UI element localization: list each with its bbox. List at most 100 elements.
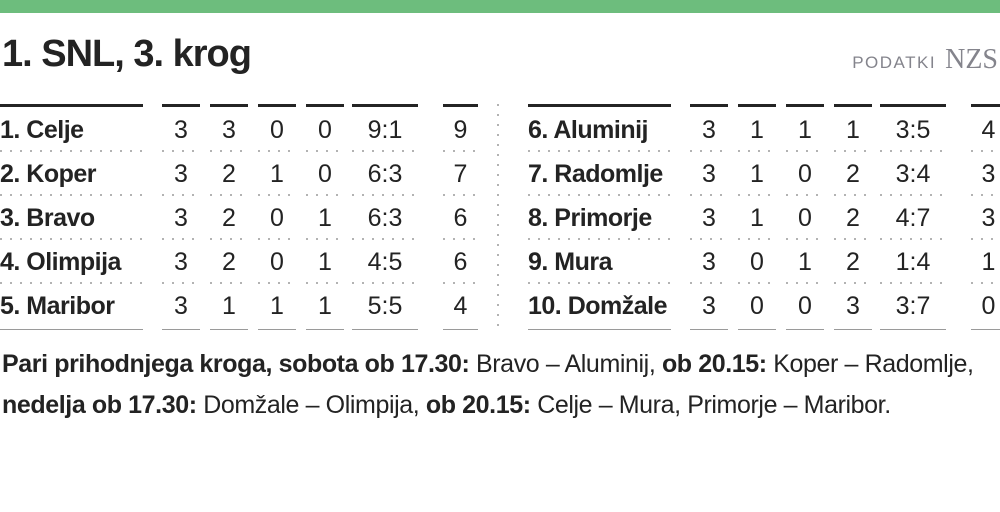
next-round-fixtures: Pari prihodnjega kroga, sobota ob 17.30:…	[2, 344, 998, 426]
column-rule	[738, 329, 776, 330]
games-played: 3	[690, 240, 728, 284]
draws: 1	[270, 291, 284, 320]
wins: 3	[210, 108, 248, 152]
goal-difference: 5:5	[367, 291, 403, 320]
table-row: 5. Maribor 3 1 1 1 5:5 4	[0, 284, 478, 328]
column-rule	[880, 329, 946, 330]
games-played: 3	[690, 108, 728, 152]
losses: 2	[834, 240, 872, 284]
goal-difference: 4:7	[880, 196, 946, 240]
table-header-rules	[528, 104, 1000, 108]
column-rule	[443, 329, 478, 330]
team-name: 10. Domžale	[528, 291, 668, 320]
fixtures-match: Koper – Radomlje,	[773, 350, 974, 378]
column-rule	[834, 104, 872, 107]
column-rule	[971, 329, 1000, 330]
table-row: 7. Radomlje 3 1 0 2 3:4 3	[528, 152, 1000, 196]
games-played: 3	[690, 152, 728, 196]
team-name: 7. Radomlje	[528, 152, 671, 196]
fixtures-time: ob 20.15:	[425, 391, 538, 419]
table-row: 1. Celje 3 3 0 0 9:1 9	[0, 108, 478, 152]
column-rule	[210, 329, 248, 330]
column-rule	[306, 329, 344, 330]
table-row: 10. Domžale 3 0 0 3 3:7 0	[528, 284, 1000, 328]
goal-difference: 6:3	[352, 152, 418, 196]
points: 0	[981, 291, 996, 320]
losses: 1	[306, 196, 344, 240]
losses: 1	[306, 240, 344, 284]
fixtures-match: Bravo – Aluminij,	[475, 350, 662, 378]
games-played: 3	[162, 196, 200, 240]
wins: 2	[210, 152, 248, 196]
table-row: 3. Bravo 3 2 0 1 6:3 6	[0, 196, 478, 240]
table-footer-rules	[528, 328, 1000, 330]
column-rule	[258, 104, 296, 107]
column-rule	[443, 104, 478, 107]
draws: 0	[798, 291, 812, 320]
losses: 1	[834, 108, 872, 152]
table-row: 6. Aluminij 3 1 1 1 3:5 4	[528, 108, 1000, 152]
draws: 1	[786, 240, 824, 284]
draws: 0	[786, 152, 824, 196]
column-rule	[306, 104, 344, 107]
draws: 0	[258, 240, 296, 284]
losses: 2	[834, 196, 872, 240]
games-played: 3	[162, 240, 200, 284]
column-rule	[258, 329, 296, 330]
wins: 2	[210, 240, 248, 284]
column-rule	[210, 104, 248, 107]
team-name: 9. Mura	[528, 240, 671, 284]
goal-difference: 6:3	[352, 196, 418, 240]
points: 3	[971, 152, 1000, 196]
team-name: 4. Olimpija	[0, 240, 143, 284]
goal-difference: 4:5	[352, 240, 418, 284]
dotted-table-divider	[497, 104, 499, 332]
column-rule	[352, 329, 418, 330]
wins: 2	[210, 196, 248, 240]
fixtures-intro: Pari prihodnjega kroga, sobota ob 17.30:	[2, 350, 476, 378]
draws: 1	[258, 152, 296, 196]
column-rule	[352, 104, 418, 107]
draws: 0	[258, 108, 296, 152]
column-rule	[786, 104, 824, 107]
team-name: 1. Celje	[0, 108, 143, 152]
accent-top-bar	[0, 0, 1000, 13]
column-rule	[690, 104, 728, 107]
team-name: 3. Bravo	[0, 196, 143, 240]
column-rule	[690, 329, 728, 330]
games-played: 3	[690, 196, 728, 240]
column-rule	[528, 104, 671, 107]
draws: 0	[786, 196, 824, 240]
games-played: 3	[162, 108, 200, 152]
fixtures-match: Domžale – Olimpija,	[203, 391, 426, 419]
team-name: 6. Aluminij	[528, 108, 671, 152]
source-name: NZS	[945, 44, 998, 75]
points: 4	[971, 108, 1000, 152]
losses: 1	[318, 291, 332, 320]
games-played: 3	[174, 291, 188, 320]
games-played: 3	[702, 291, 716, 320]
table-header-rules	[0, 104, 478, 108]
points: 4	[453, 291, 468, 320]
fixtures-time: nedelja ob 17.30:	[2, 391, 204, 419]
fixtures-time: ob 20.15:	[661, 350, 774, 378]
losses: 3	[846, 291, 860, 320]
fixtures-match: Celje – Mura, Primorje – Maribor.	[537, 391, 891, 419]
points: 3	[971, 196, 1000, 240]
column-rule	[971, 104, 1000, 107]
losses: 0	[306, 108, 344, 152]
wins: 1	[738, 152, 776, 196]
team-name: 8. Primorje	[528, 196, 671, 240]
points: 1	[971, 240, 1000, 284]
column-rule	[162, 104, 200, 107]
column-rule	[786, 329, 824, 330]
table-footer-rules	[0, 328, 478, 330]
column-rule	[162, 329, 200, 330]
wins: 0	[750, 291, 764, 320]
column-rule	[0, 104, 143, 107]
draws: 0	[258, 196, 296, 240]
table-row: 4. Olimpija 3 2 0 1 4:5 6	[0, 240, 478, 284]
points: 9	[443, 108, 478, 152]
wins: 1	[738, 196, 776, 240]
